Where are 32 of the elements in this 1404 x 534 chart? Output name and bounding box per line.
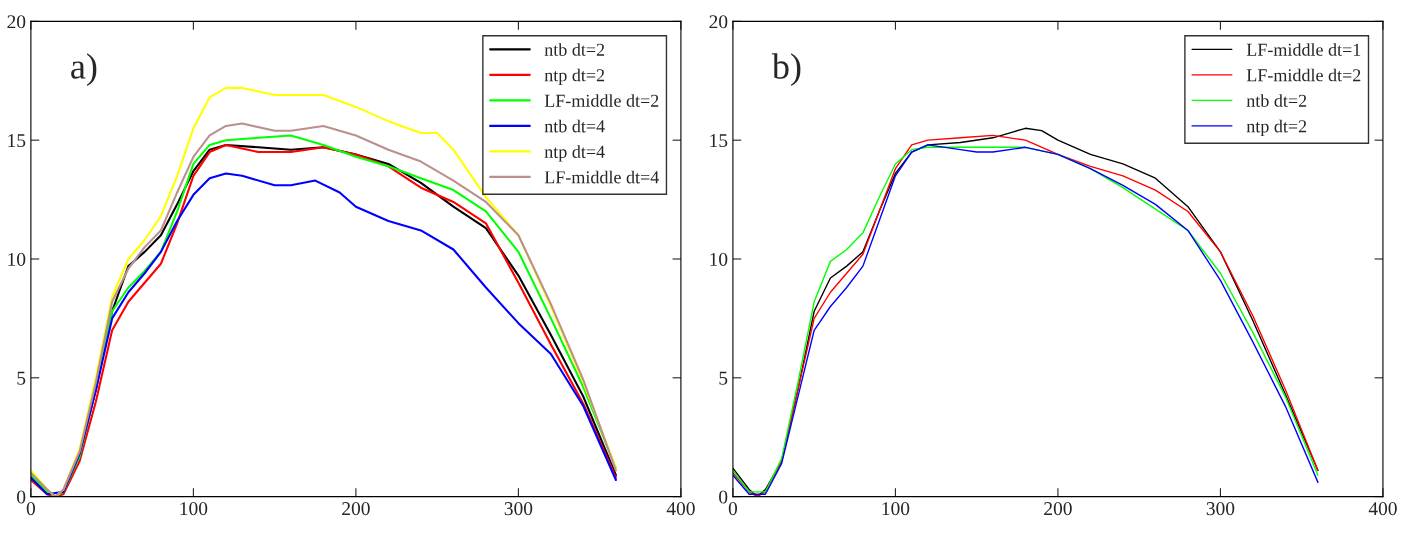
x-tick-label: 200: [1044, 502, 1072, 516]
y-tick-label: 5: [17, 371, 26, 385]
annotation: b): [771, 53, 801, 87]
legend-label: ntp dt=2: [544, 68, 605, 86]
y-tick-label: 10: [710, 252, 728, 266]
y-tick-label: 5: [719, 371, 728, 385]
y-tick-label: 20: [709, 15, 728, 29]
legend-label: LF-middle dt=1: [1246, 43, 1361, 56]
x-tick-label: 200: [342, 502, 370, 516]
x-tick-label: 0: [728, 502, 738, 516]
y-tick-label: 20: [7, 15, 26, 29]
x-tick-label: 300: [504, 502, 533, 516]
legend-label: ntb dt=4: [544, 119, 605, 133]
y-tick-label: 0: [719, 490, 728, 504]
x-tick-label: 100: [180, 502, 208, 516]
annotation: a): [71, 53, 97, 87]
legend-label: LF-middle dt=2: [1246, 68, 1361, 82]
y-tick-label: 10: [8, 252, 26, 266]
legend-label: LF-middle dt=4: [544, 170, 659, 184]
y-tick-label: 0: [17, 490, 26, 504]
x-tick-label: 0: [26, 502, 36, 516]
y-tick-label: 15: [710, 134, 728, 148]
legend-label: ntb dt=2: [544, 43, 605, 56]
x-tick-label: 100: [882, 502, 910, 516]
y-tick-label: 15: [8, 134, 26, 148]
legend-label: ntp dt=2: [1246, 119, 1307, 137]
x-tick-label: 400: [1368, 502, 1397, 516]
legend-label: ntb dt=2: [1246, 94, 1307, 107]
legend-label: LF-middle dt=2: [544, 94, 659, 107]
x-tick-label: 400: [666, 502, 695, 516]
x-tick-label: 300: [1206, 502, 1235, 516]
legend-label: ntp dt=4: [544, 145, 605, 162]
